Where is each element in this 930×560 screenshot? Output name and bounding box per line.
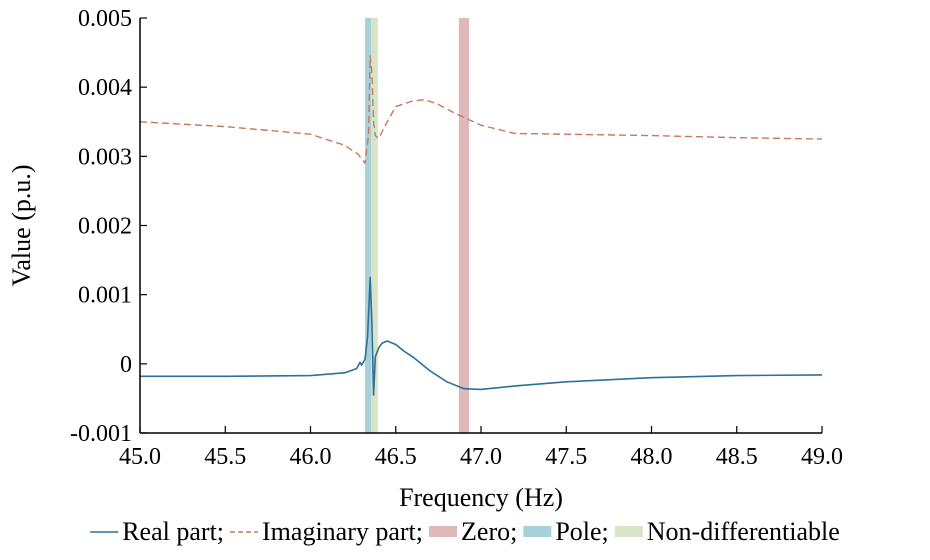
x-tick-label: 46.0 bbox=[290, 444, 332, 470]
axes bbox=[139, 18, 822, 434]
series-line-0 bbox=[140, 276, 823, 396]
x-tick-label: 47.5 bbox=[545, 444, 587, 470]
y-tick-label: -0.001 bbox=[70, 421, 132, 447]
x-tick-label: 47.0 bbox=[460, 444, 502, 470]
y-tick-label: 0.003 bbox=[78, 144, 132, 170]
legend-label-4: Non-differentiable bbox=[647, 517, 840, 546]
y-tick-label: 0.004 bbox=[78, 75, 132, 101]
y-axis-title: Value (p.u.) bbox=[7, 164, 36, 286]
y-tick-label: 0 bbox=[120, 352, 132, 378]
x-tick-label: 48.0 bbox=[631, 444, 673, 470]
y-tick-label: 0.002 bbox=[78, 214, 132, 240]
x-tick-label: 45.5 bbox=[204, 444, 246, 470]
x-tick-label: 46.5 bbox=[375, 444, 417, 470]
x-axis-ticks: 45.0 45.5 46.0 46.5 47.0 47.5 48.0 48.5 49.0 bbox=[119, 426, 843, 470]
y-axis-ticks: -0.001 0 0.001 0.002 0.003 0.004 0.005 bbox=[70, 6, 147, 447]
legend-swatch-3 bbox=[523, 526, 552, 537]
y-tick-label: 0.001 bbox=[78, 283, 132, 309]
x-tick-label: 48.5 bbox=[716, 444, 758, 470]
band-2 bbox=[371, 18, 378, 433]
x-tick-label: 49.0 bbox=[801, 444, 843, 470]
legend-swatch-4 bbox=[614, 526, 643, 537]
x-tick-label: 45.0 bbox=[119, 444, 161, 470]
legend-label-1: Imaginary part; bbox=[262, 517, 423, 546]
band-1 bbox=[365, 18, 372, 433]
band-0 bbox=[458, 18, 470, 433]
series-lines bbox=[139, 55, 823, 396]
highlight-bands bbox=[365, 18, 470, 433]
legend-label-0: Real part; bbox=[122, 517, 224, 546]
legend-label-3: Pole; bbox=[555, 517, 608, 546]
legend-label-2: Zero; bbox=[461, 517, 517, 546]
legend: Real part; Imaginary part; Zero; Pole; Non-d… bbox=[90, 517, 840, 546]
legend-swatch-2 bbox=[429, 526, 458, 537]
x-axis-title: Frequency (Hz) bbox=[399, 483, 563, 512]
y-tick-label: 0.005 bbox=[78, 6, 132, 32]
series-line-1 bbox=[139, 55, 823, 164]
